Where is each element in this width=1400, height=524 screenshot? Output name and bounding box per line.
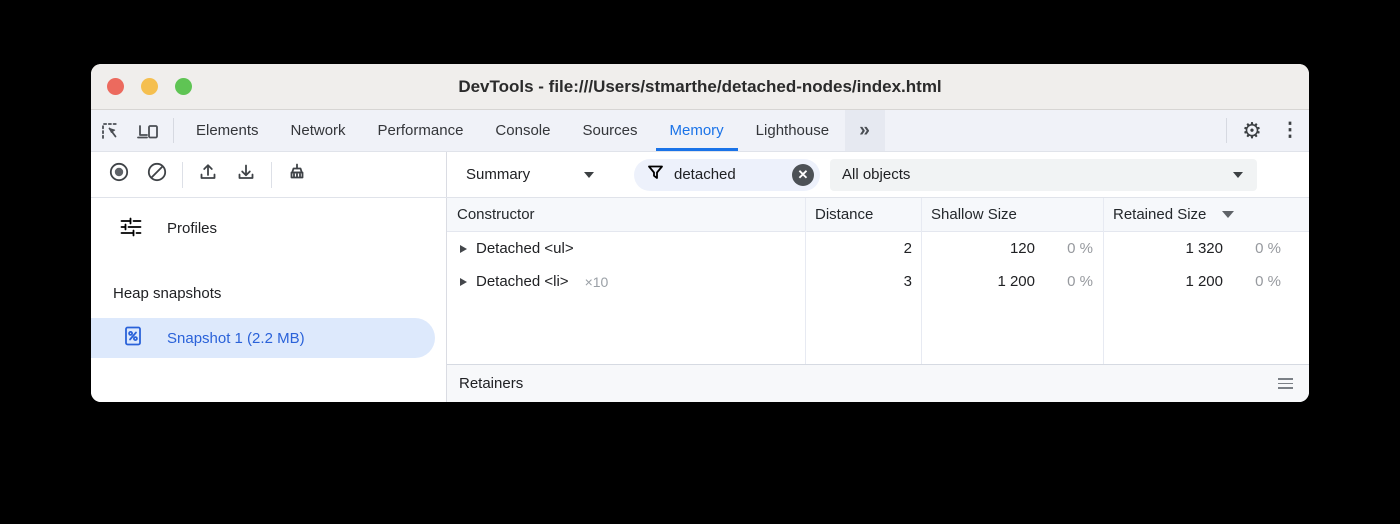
expand-arrow-icon[interactable] bbox=[460, 277, 467, 286]
shallow-size-percent: 0 % bbox=[1067, 273, 1093, 290]
tab-network[interactable]: Network bbox=[290, 122, 346, 139]
settings-button[interactable]: ⚙ bbox=[1233, 110, 1271, 151]
sort-descending-icon bbox=[1222, 211, 1235, 218]
class-filter-input[interactable]: detached ✕ bbox=[634, 158, 820, 191]
tabbar-right-divider bbox=[1226, 118, 1227, 143]
heap-snapshot-icon bbox=[123, 325, 143, 352]
load-profile-button[interactable] bbox=[189, 156, 227, 194]
tab-elements[interactable]: Elements bbox=[196, 122, 259, 139]
instance-count: ×10 bbox=[584, 273, 609, 290]
active-tab-underline bbox=[655, 148, 738, 151]
heap-view-toolbar: Summary detached ✕ All objects bbox=[447, 152, 1309, 197]
profiles-toolbar bbox=[91, 152, 447, 197]
chevrons-right-icon: » bbox=[859, 119, 869, 141]
tab-sources[interactable]: Sources bbox=[582, 122, 638, 139]
window-title: DevTools - file:///Users/stmarthe/detach… bbox=[458, 76, 942, 96]
panel-content: Profiles Heap snapshots Snapshot 1 (2.2 … bbox=[91, 198, 1309, 402]
snapshot-label: Snapshot 1 (2.2 MB) bbox=[167, 329, 305, 347]
tabbar-divider bbox=[173, 118, 174, 143]
traffic-lights bbox=[107, 78, 192, 95]
column-divider[interactable] bbox=[1103, 198, 1104, 364]
clear-all-profiles-button[interactable] bbox=[278, 156, 316, 194]
more-tabs-button[interactable]: » bbox=[845, 110, 886, 151]
perspective-select[interactable]: Summary bbox=[460, 159, 600, 191]
save-profile-button[interactable] bbox=[227, 156, 265, 194]
titlebar: DevTools - file:///Users/stmarthe/detach… bbox=[91, 64, 1309, 110]
tab-lighthouse[interactable]: Lighthouse bbox=[755, 122, 830, 139]
constructor-cell: Detached <li> ×10 bbox=[447, 273, 805, 290]
tune-sliders-icon bbox=[119, 215, 143, 242]
column-header-distance[interactable]: Distance bbox=[815, 206, 874, 223]
retained-size-percent: 0 % bbox=[1255, 273, 1281, 290]
heap-snapshots-section-title: Heap snapshots bbox=[113, 285, 222, 302]
chevron-down-icon bbox=[584, 171, 594, 178]
shallow-size-cell: 120 0 % bbox=[1009, 240, 1093, 257]
column-divider[interactable] bbox=[921, 198, 922, 364]
tabbar-right-controls: ⚙ ⋮ bbox=[1220, 110, 1309, 151]
constructor-cell: Detached <ul> bbox=[447, 240, 805, 257]
retained-size-cell: 1 320 0 % bbox=[1185, 240, 1281, 257]
clear-filter-button[interactable]: ✕ bbox=[792, 163, 814, 186]
minimize-window-button[interactable] bbox=[141, 78, 158, 95]
close-window-button[interactable] bbox=[107, 78, 124, 95]
object-scope-select[interactable]: All objects bbox=[830, 158, 1257, 191]
constructors-grid: Constructor Distance Shallow Size Retain… bbox=[447, 198, 1309, 365]
grid-body: Detached <ul> 2 120 0 % 1 320 0 % bbox=[447, 198, 1309, 364]
chevron-down-icon bbox=[1233, 171, 1243, 178]
profiles-sidebar: Profiles Heap snapshots Snapshot 1 (2.2 … bbox=[91, 198, 447, 402]
table-row-detached-ul[interactable]: Detached <ul> 2 120 0 % 1 320 0 % bbox=[447, 232, 1309, 265]
memory-toolbar: Summary detached ✕ All objects bbox=[91, 152, 1309, 198]
download-icon bbox=[235, 161, 257, 188]
heap-snapshot-view: Constructor Distance Shallow Size Retain… bbox=[447, 198, 1309, 402]
tab-memory[interactable]: Memory bbox=[654, 110, 740, 151]
upload-icon bbox=[197, 161, 219, 188]
device-toolbar-button[interactable] bbox=[129, 110, 167, 151]
devtools-window: DevTools - file:///Users/stmarthe/detach… bbox=[91, 64, 1309, 402]
retained-size-percent: 0 % bbox=[1255, 240, 1281, 257]
gear-icon: ⚙ bbox=[1242, 117, 1262, 143]
retainers-pane-header[interactable]: Retainers bbox=[447, 365, 1309, 402]
shallow-size-cell: 1 200 0 % bbox=[997, 273, 1093, 290]
drag-handle-icon[interactable] bbox=[1278, 378, 1293, 389]
distance-cell: 3 bbox=[903, 273, 912, 290]
profiles-label: Profiles bbox=[167, 219, 218, 237]
distance-cell: 2 bbox=[903, 240, 912, 257]
column-divider[interactable] bbox=[805, 198, 806, 364]
retainers-title: Retainers bbox=[459, 375, 524, 392]
table-row-detached-li[interactable]: Detached <li> ×10 3 1 200 0 % 1 200 0 % bbox=[447, 265, 1309, 298]
sidebar-item-profiles[interactable]: Profiles bbox=[91, 208, 446, 248]
zoom-window-button[interactable] bbox=[175, 78, 192, 95]
record-heap-snapshot-button[interactable] bbox=[100, 156, 138, 194]
filter-funnel-icon bbox=[647, 164, 664, 186]
filter-text: detached bbox=[674, 166, 736, 183]
device-toolbar-icon bbox=[136, 120, 160, 142]
tab-console[interactable]: Console bbox=[495, 122, 551, 139]
sidebar-item-snapshot-1[interactable]: Snapshot 1 (2.2 MB) bbox=[91, 318, 435, 358]
toolbar-divider bbox=[182, 161, 183, 188]
inspect-element-button[interactable] bbox=[91, 110, 129, 151]
tab-performance[interactable]: Performance bbox=[377, 122, 464, 139]
block-icon bbox=[146, 161, 168, 188]
clear-profiles-button[interactable] bbox=[138, 156, 176, 194]
retained-size-cell: 1 200 0 % bbox=[1185, 273, 1281, 290]
devtools-tabbar: Elements Network Performance Console Sou… bbox=[91, 110, 1309, 152]
close-icon: ✕ bbox=[797, 166, 809, 182]
column-header-constructor[interactable]: Constructor bbox=[457, 206, 535, 223]
column-header-retained-size[interactable]: Retained Size bbox=[1103, 198, 1309, 231]
record-icon bbox=[108, 161, 130, 188]
shallow-size-percent: 0 % bbox=[1067, 240, 1093, 257]
column-header-shallow-size[interactable]: Shallow Size bbox=[931, 206, 1017, 223]
broom-icon bbox=[285, 161, 309, 188]
kebab-menu-icon: ⋮ bbox=[1280, 120, 1300, 141]
expand-arrow-icon[interactable] bbox=[460, 244, 467, 253]
main-menu-button[interactable]: ⋮ bbox=[1271, 110, 1309, 151]
grid-header-row: Constructor Distance Shallow Size Retain… bbox=[447, 198, 1309, 232]
inspect-cursor-icon bbox=[99, 120, 121, 142]
toolbar-divider-2 bbox=[271, 161, 272, 188]
